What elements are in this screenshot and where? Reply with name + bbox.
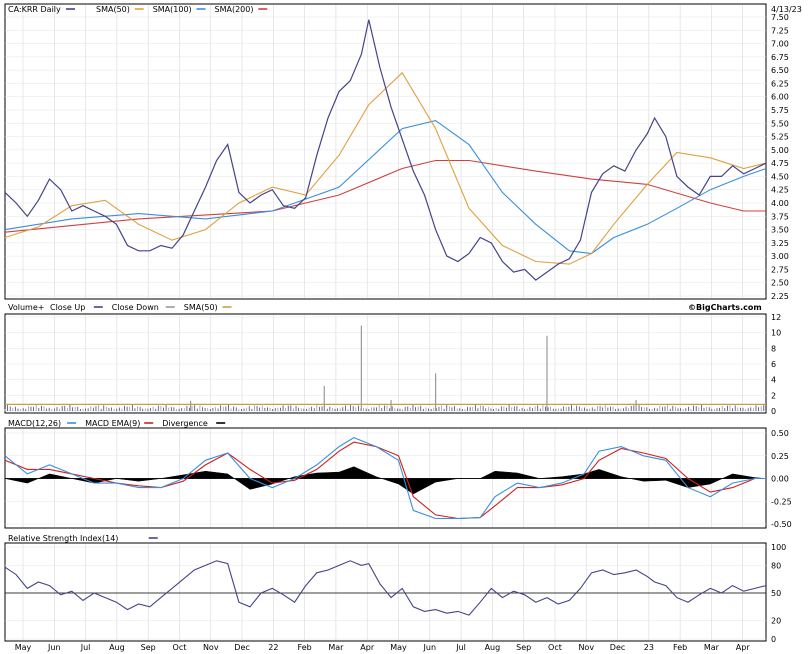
- macd-tick-label: 0.50: [771, 429, 789, 438]
- x-tick-label: 23: [644, 643, 654, 652]
- x-tick-label: Apr: [360, 643, 375, 652]
- rsi-tick-label: 100: [771, 543, 786, 552]
- price-tick-label: 7.25: [771, 26, 789, 35]
- x-tick-label: 22: [268, 643, 278, 652]
- volume-legend-label: SMA(50): [184, 303, 218, 312]
- price-tick-label: 3.00: [771, 252, 789, 261]
- price-tick-label: 7.00: [771, 40, 789, 49]
- rsi-legend-label: Relative Strength Index(14): [8, 534, 118, 543]
- x-tick-label: Apr: [736, 643, 751, 652]
- macd-ema9-line: [4, 441, 766, 520]
- macd-panel: 0.50 0.25 0.00 -0.25 -0.50 MACD(12,26) MACD E…: [4, 419, 792, 529]
- sma100-line: [4, 120, 767, 255]
- rsi-panel: 100 80 50 20 0 Relative Strength Index(14): [4, 534, 786, 644]
- x-tick-label: Jul: [455, 643, 466, 652]
- price-legend-label: SMA(50): [96, 5, 130, 14]
- rsi-tick-label: 20: [771, 617, 781, 626]
- price-tick-label: 6.50: [771, 66, 789, 75]
- chart-date: 4/13/23: [771, 5, 802, 14]
- price-tick-label: 3.50: [771, 226, 789, 235]
- rsi-tick-label: 0: [771, 635, 776, 644]
- x-tick-label: Nov: [578, 643, 594, 652]
- volume-tick-label: 0: [771, 407, 776, 416]
- x-tick-label: Dec: [234, 643, 249, 652]
- price-tick-label: 2.25: [771, 292, 789, 301]
- x-tick-label: Sep: [516, 643, 531, 652]
- volume-tick-label: 2: [771, 391, 776, 400]
- x-tick-label: Aug: [109, 643, 125, 652]
- price-legend-label: SMA(100): [153, 5, 192, 14]
- x-axis-labels: May Jun Jul Aug Sep Oct Nov Dec 22 Feb Mar Apr May Ju…: [15, 643, 751, 652]
- price-tick-label: 6.75: [771, 53, 789, 62]
- macd-line: [4, 436, 766, 520]
- price-tick-label: 4.25: [771, 186, 789, 195]
- rsi-line: [4, 560, 767, 616]
- macd-legend-label: MACD EMA(9): [85, 419, 140, 428]
- price-tick-label: 7.50: [771, 13, 789, 22]
- price-tick-label: 4.50: [771, 172, 789, 181]
- macd-tick-label: 0.25: [771, 452, 789, 461]
- price-tick-label: 3.75: [771, 212, 789, 221]
- price-tick-label: 5.50: [771, 119, 789, 128]
- volume-legend-label: Close Up: [50, 303, 85, 312]
- price-legend-text: CA:KRR Daily: [8, 5, 61, 14]
- macd-legend: MACD(12,26) MACD EMA(9) Divergence: [8, 419, 226, 428]
- price-tick-label: 2.50: [771, 279, 789, 288]
- macd-tick-label: -0.50: [771, 520, 792, 529]
- macd-legend-label: Divergence: [162, 419, 208, 428]
- price-legend: SMA(50) SMA(100) SMA(200): [66, 5, 268, 14]
- volume-panel: 12 10 8 6 4 2 0 Volume+ Close Up Close Down SMA(…: [4, 303, 781, 416]
- x-tick-label: Jun: [423, 643, 437, 652]
- x-tick-label: May: [390, 643, 407, 652]
- price-tick-label: 3.25: [771, 239, 789, 248]
- sma50-line: [4, 71, 767, 265]
- x-tick-label: Jul: [80, 643, 91, 652]
- macd-legend-label: MACD(12,26): [8, 419, 61, 428]
- price-tick-label: 5.00: [771, 146, 789, 155]
- macd-divergence-area: [4, 466, 767, 495]
- volume-legend-label: Close Down: [112, 303, 159, 312]
- macd-tick-label: -0.25: [771, 497, 792, 506]
- rsi-tick-label: 80: [771, 561, 781, 570]
- price-tick-label: 5.75: [771, 106, 789, 115]
- price-tick-label: 4.00: [771, 199, 789, 208]
- x-tick-label: Nov: [203, 643, 219, 652]
- x-tick-label: Aug: [485, 643, 501, 652]
- macd-tick-label: 0.00: [771, 475, 789, 484]
- volume-tick-label: 4: [771, 376, 776, 385]
- rsi-tick-label: 50: [771, 589, 781, 598]
- price-legend-label: SMA(200): [215, 5, 254, 14]
- price-tick-label: 2.75: [771, 265, 789, 274]
- price-panel: 7.50 7.25 7.00 6.75 6.50 6.25 6.00 5.75 5.50 5.25…: [4, 3, 802, 301]
- price-tick-label: 6.25: [771, 79, 789, 88]
- volume-legend: Close Up Close Down SMA(50): [50, 303, 232, 312]
- x-tick-label: Feb: [298, 643, 312, 652]
- volume-tick-label: 6: [771, 360, 776, 369]
- price-tick-label: 5.25: [771, 133, 789, 142]
- volume-tick-label: 12: [771, 313, 781, 322]
- volume-legend-text: Volume+: [8, 303, 44, 312]
- price-close-line: [4, 19, 767, 281]
- rsi-legend: Relative Strength Index(14): [8, 534, 158, 543]
- x-tick-label: Oct: [173, 643, 187, 652]
- price-tick-label: 4.75: [771, 159, 789, 168]
- x-tick-label: Feb: [673, 643, 687, 652]
- x-tick-label: Jun: [47, 643, 61, 652]
- x-tick-label: Mar: [328, 643, 344, 652]
- volume-tick-label: 8: [771, 344, 776, 353]
- x-tick-label: Sep: [141, 643, 156, 652]
- x-tick-label: May: [15, 643, 32, 652]
- x-tick-label: Mar: [704, 643, 720, 652]
- source-label: ©BigCharts.com: [688, 303, 762, 312]
- x-tick-label: Oct: [548, 643, 562, 652]
- price-tick-label: 6.00: [771, 93, 789, 102]
- volume-tick-label: 10: [771, 329, 781, 338]
- x-tick-label: Dec: [610, 643, 625, 652]
